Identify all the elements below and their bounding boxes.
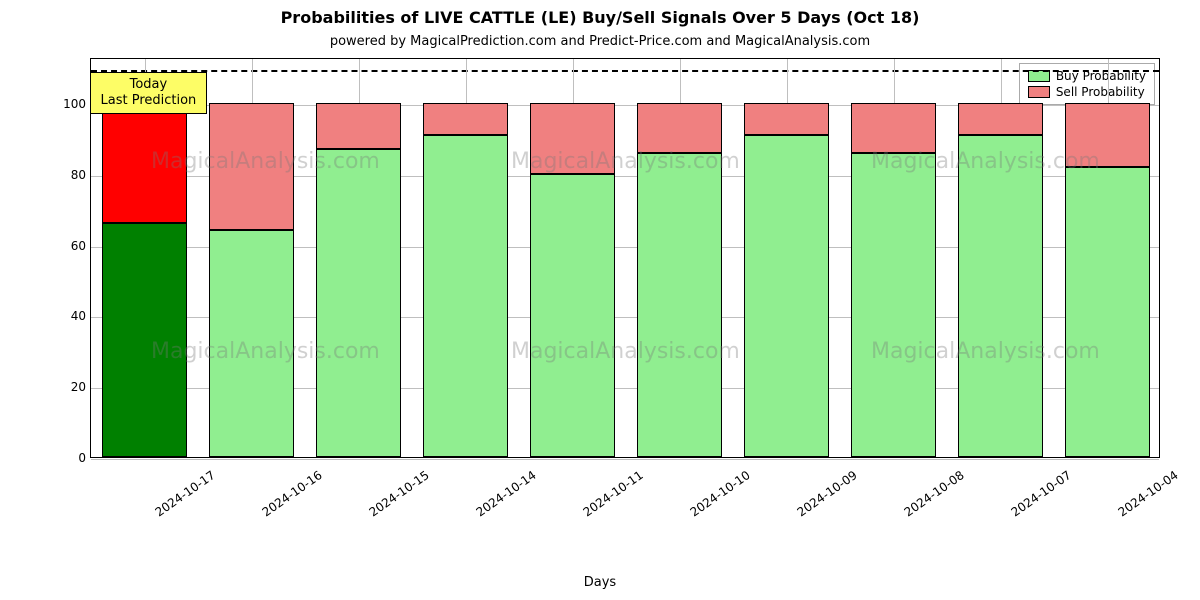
bar-buy — [637, 153, 723, 457]
bar-group — [958, 57, 1044, 457]
xtick-label: 2024-10-16 — [259, 468, 324, 519]
bar-buy — [316, 149, 402, 457]
bar-sell — [637, 103, 723, 153]
bar-buy — [958, 135, 1044, 457]
chart-subtitle: powered by MagicalPrediction.com and Pre… — [0, 34, 1200, 49]
bar-group — [102, 57, 188, 457]
bar-sell — [423, 103, 509, 135]
ytick-label: 40 — [26, 309, 86, 323]
plot-area: Buy Probability Sell Probability TodayLa… — [90, 58, 1160, 458]
xtick-label: 2024-10-11 — [580, 468, 645, 519]
bar-buy — [102, 223, 188, 457]
bar-buy — [530, 174, 616, 457]
xtick-label: 2024-10-07 — [1008, 468, 1073, 519]
bar-sell — [102, 103, 188, 223]
annotation-line1: Today — [101, 77, 197, 93]
chart-container: Probabilities of LIVE CATTLE (LE) Buy/Se… — [0, 0, 1200, 600]
x-axis-label: Days — [0, 575, 1200, 590]
bar-sell — [316, 103, 402, 149]
bar-group — [530, 57, 616, 457]
bar-group — [1065, 57, 1151, 457]
ytick-label: 0 — [26, 451, 86, 465]
bar-group — [423, 57, 509, 457]
bar-sell — [851, 103, 937, 153]
bar-buy — [209, 230, 295, 457]
bar-buy — [851, 153, 937, 457]
xtick-label: 2024-10-17 — [152, 468, 217, 519]
annotation-line2: Last Prediction — [101, 93, 197, 109]
bar-group — [851, 57, 937, 457]
ytick-label: 20 — [26, 380, 86, 394]
chart-title: Probabilities of LIVE CATTLE (LE) Buy/Se… — [0, 8, 1200, 27]
bar-sell — [744, 103, 830, 135]
ytick-label: 100 — [26, 97, 86, 111]
bar-group — [209, 57, 295, 457]
xtick-label: 2024-10-14 — [473, 468, 538, 519]
bar-sell — [958, 103, 1044, 135]
bar-group — [316, 57, 402, 457]
bar-buy — [744, 135, 830, 457]
xtick-label: 2024-10-09 — [794, 468, 859, 519]
ytick-label: 80 — [26, 168, 86, 182]
bar-group — [637, 57, 723, 457]
annotation-today: TodayLast Prediction — [90, 72, 208, 115]
xtick-label: 2024-10-08 — [901, 468, 966, 519]
bar-sell — [530, 103, 616, 174]
ytick-label: 60 — [26, 239, 86, 253]
xtick-label: 2024-10-04 — [1115, 468, 1180, 519]
grid-line-h — [91, 459, 1159, 460]
bar-buy — [1065, 167, 1151, 457]
bar-sell — [1065, 103, 1151, 167]
xtick-label: 2024-10-10 — [687, 468, 752, 519]
xtick-label: 2024-10-15 — [366, 468, 431, 519]
bar-buy — [423, 135, 509, 457]
bar-sell — [209, 103, 295, 230]
bar-group — [744, 57, 830, 457]
